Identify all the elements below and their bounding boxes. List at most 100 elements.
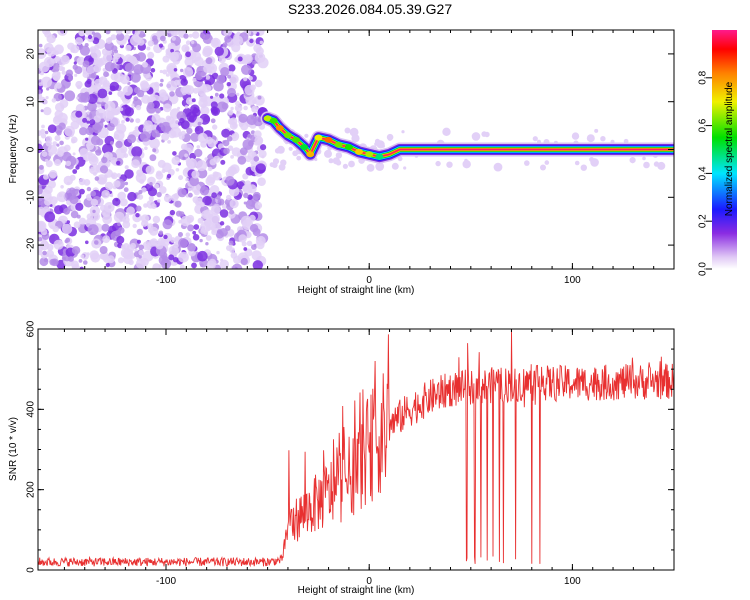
x-tick-label: 0: [366, 275, 372, 286]
noise-dot: [212, 124, 218, 130]
noise-dot: [493, 162, 503, 172]
noise-dot: [163, 234, 168, 240]
noise-dot: [220, 159, 226, 165]
noise-dot: [46, 243, 54, 251]
noise-dot: [348, 160, 355, 168]
noise-dot: [38, 164, 44, 170]
noise-dot: [274, 148, 281, 154]
noise-dot: [65, 69, 73, 77]
noise-dot: [243, 247, 248, 251]
noise-dot: [91, 31, 96, 35]
noise-dot: [97, 88, 108, 99]
noise-dot: [130, 72, 141, 83]
noise-dot: [58, 65, 64, 71]
noise-dot: [168, 130, 177, 139]
snr-y-label: SNR (10 * v/v): [8, 417, 19, 481]
noise-dot: [236, 92, 240, 97]
noise-dot: [152, 148, 157, 153]
noise-dot: [158, 264, 162, 268]
noise-dot: [157, 199, 161, 203]
noise-dot: [139, 131, 151, 142]
noise-dot: [180, 143, 188, 151]
noise-dot: [38, 206, 45, 216]
noise-dot: [123, 187, 129, 193]
noise-dot: [471, 132, 481, 141]
noise-dot: [135, 205, 142, 212]
noise-dot: [42, 250, 47, 256]
noise-dot: [149, 182, 153, 186]
noise-dot: [93, 115, 101, 123]
noise-dot: [161, 132, 170, 141]
noise-dot: [56, 143, 60, 147]
noise-dot: [86, 65, 95, 75]
figure-title: S233.2026.084.05.39.G27: [288, 1, 452, 17]
noise-dot: [175, 168, 180, 172]
noise-dot: [540, 164, 546, 171]
noise-dot: [61, 256, 66, 261]
noise-dot: [191, 262, 197, 269]
noise-dot: [216, 74, 226, 84]
noise-dot: [125, 44, 132, 52]
noise-dot: [40, 239, 48, 247]
noise-dot: [254, 52, 266, 63]
noise-dot: [163, 96, 169, 101]
noise-dot: [104, 181, 114, 191]
noise-dot: [38, 92, 43, 99]
noise-dot: [79, 188, 85, 195]
noise-dot: [296, 155, 302, 161]
noise-dot: [92, 209, 96, 214]
noise-dot: [160, 121, 172, 133]
noise-dot: [74, 73, 78, 77]
noise-dot: [342, 163, 348, 169]
noise-dot: [102, 110, 114, 122]
noise-dot: [271, 162, 278, 169]
noise-dot: [78, 30, 85, 37]
noise-dot: [178, 238, 189, 248]
noise-dot: [216, 250, 220, 255]
noise-dot: [112, 108, 120, 116]
noise-dot: [133, 96, 139, 102]
noise-dot: [45, 158, 49, 163]
noise-dot: [532, 136, 538, 142]
noise-dot: [191, 98, 196, 103]
noise-dot: [47, 124, 57, 133]
noise-dot: [391, 162, 399, 170]
noise-dot: [255, 240, 265, 250]
noise-dot: [168, 245, 180, 257]
noise-dot: [230, 106, 234, 111]
noise-dot: [53, 239, 64, 250]
noise-dot: [108, 91, 113, 95]
noise-dot: [162, 103, 172, 113]
snr-x-label: Height of straight line (km): [298, 585, 415, 596]
noise-dot: [571, 132, 580, 140]
noise-dot: [38, 250, 43, 256]
noise-dot: [205, 225, 212, 232]
noise-dot: [93, 62, 97, 66]
spectrogram-x-label: Height of straight line (km): [298, 285, 415, 296]
noise-dot: [101, 189, 110, 199]
noise-dot: [218, 56, 226, 64]
noise-dot: [254, 95, 265, 106]
noise-dot: [59, 140, 64, 146]
noise-dot: [41, 76, 52, 88]
noise-dot: [63, 175, 73, 186]
noise-dot: [190, 132, 200, 142]
noise-dot: [45, 96, 49, 100]
noise-dot: [179, 264, 185, 269]
noise-dot: [197, 217, 204, 224]
noise-dot: [197, 168, 208, 179]
noise-dot: [251, 105, 259, 113]
noise-dot: [38, 43, 43, 48]
noise-dot: [40, 228, 48, 236]
noise-dot: [185, 177, 189, 182]
noise-dot: [127, 191, 137, 202]
noise-dot: [600, 136, 606, 142]
noise-dot: [375, 162, 385, 171]
noise-dot: [51, 203, 56, 209]
noise-dot: [199, 238, 203, 243]
noise-dot: [199, 33, 206, 39]
noise-dot: [178, 149, 190, 161]
noise-dot: [95, 149, 102, 156]
noise-dot: [41, 124, 45, 129]
